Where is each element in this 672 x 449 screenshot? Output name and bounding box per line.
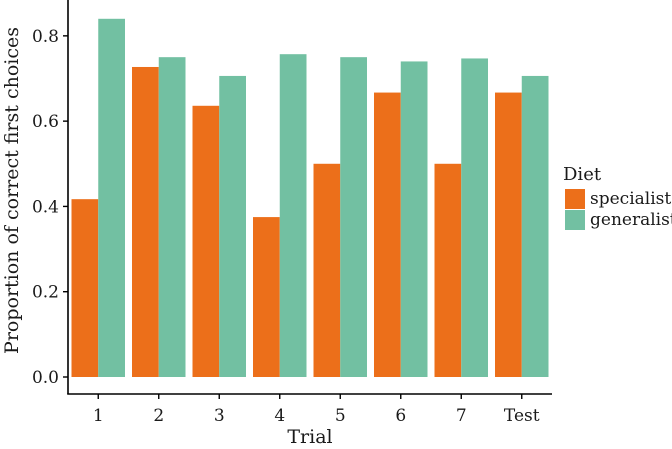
bar-specialist-3 (192, 105, 220, 378)
bar-specialist-test (495, 92, 522, 378)
bar-generalist-test (521, 75, 549, 377)
bar-generalist-5 (340, 57, 367, 377)
y-tick-label: 0.0 (32, 368, 59, 388)
y-tick-label: 0.6 (32, 112, 59, 132)
x-tick-label: 3 (214, 406, 225, 426)
bar-generalist-7 (461, 58, 488, 378)
x-tick-label: 4 (274, 406, 285, 426)
legend-swatch-generalist (565, 210, 585, 230)
legend-label-specialist: specialist (590, 189, 671, 209)
bar-specialist-2 (132, 66, 159, 377)
y-axis-ticks: 0.0 0.2 0.4 0.6 0.8 (32, 27, 68, 388)
x-tick-label: 2 (153, 406, 164, 426)
y-tick-label: 0.4 (32, 197, 59, 217)
bar-specialist-5 (313, 163, 341, 377)
x-axis-title: Trial (287, 426, 332, 448)
legend-label-generalist: generalist (590, 210, 672, 230)
bar-generalist-3 (219, 75, 246, 377)
legend-title: Diet (563, 164, 602, 185)
bar-generalist-6 (400, 61, 428, 378)
x-axis-ticks: 1 2 3 4 5 6 7 Test (93, 394, 540, 426)
bar-generalist-2 (158, 57, 186, 377)
bar-specialist-6 (374, 92, 401, 378)
x-tick-label: Test (504, 406, 540, 426)
x-tick-label: 1 (93, 406, 104, 426)
x-tick-label: 6 (395, 406, 406, 426)
bar-generalist-1 (98, 18, 125, 378)
bars-group (71, 18, 549, 378)
y-axis-title: Proportion of correct first choices (1, 27, 23, 354)
bar-specialist-1 (71, 199, 99, 377)
bar-generalist-4 (279, 54, 307, 378)
y-tick-label: 0.2 (32, 283, 59, 303)
legend-swatch-specialist (565, 189, 585, 209)
x-tick-label: 5 (335, 406, 346, 426)
bar-specialist-4 (253, 217, 280, 377)
bar-specialist-7 (434, 163, 462, 377)
y-tick-label: 0.8 (32, 27, 59, 47)
x-tick-label: 7 (456, 406, 467, 426)
